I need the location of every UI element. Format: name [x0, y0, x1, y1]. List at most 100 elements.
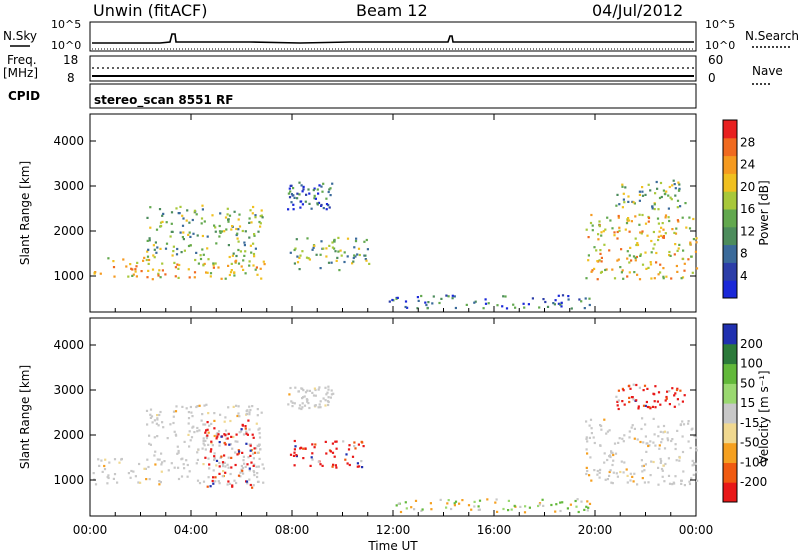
power-colorbar-segment	[723, 262, 737, 281]
velocity-cell	[237, 474, 241, 477]
power-cell	[639, 253, 642, 256]
power-cell	[627, 217, 630, 220]
velocity-cell	[294, 445, 297, 448]
power-cell	[318, 184, 321, 187]
velocity-cell	[646, 387, 649, 390]
velocity-cell	[239, 430, 243, 433]
power-cell	[287, 208, 290, 211]
power-cell	[328, 206, 331, 209]
power-cell	[687, 258, 690, 261]
velocity-cell	[335, 466, 338, 469]
velocity-cell	[335, 440, 338, 443]
velocity-cell	[213, 455, 216, 458]
velocity-cell	[148, 442, 151, 445]
velocity-cell	[446, 502, 449, 505]
velocity-cell	[183, 467, 186, 470]
velocity-cell	[223, 461, 226, 464]
power-cell	[634, 237, 637, 240]
power-cell	[153, 248, 156, 251]
velocity-cell	[631, 475, 634, 478]
velocity-cell	[298, 404, 302, 407]
power-cell	[331, 182, 334, 185]
velocity-cell	[645, 450, 648, 453]
velocity-cell	[410, 506, 413, 509]
velocity-cell	[241, 451, 244, 454]
velocity-cell	[214, 476, 217, 479]
power-cell	[320, 203, 323, 207]
power-cell	[130, 267, 133, 270]
power-cell	[695, 241, 698, 244]
velocity-cell	[214, 480, 217, 483]
velocity-cell	[311, 452, 314, 455]
power-cell	[256, 273, 259, 276]
velocity-cell	[100, 459, 103, 462]
power-cell	[211, 214, 214, 217]
power-cell	[220, 230, 223, 233]
power-cell	[690, 255, 693, 258]
velocity-cell	[633, 437, 636, 440]
velocity-cell	[207, 412, 210, 415]
station-title: Unwin (fitACF)	[93, 1, 207, 20]
velocity-cell	[345, 453, 348, 456]
velocity-cell	[225, 437, 228, 440]
power-cell	[161, 220, 164, 223]
velocity-cell	[202, 423, 205, 426]
velocity-cell	[632, 398, 635, 401]
power-cell	[244, 272, 247, 275]
velocity-cell	[657, 425, 660, 428]
velocity-cell	[613, 442, 617, 445]
power-cell	[611, 268, 614, 271]
velocity-cell	[629, 472, 632, 475]
power-cell	[646, 234, 649, 237]
velocity-cell	[631, 396, 634, 399]
power-cell	[502, 295, 505, 298]
power-cell	[299, 206, 302, 209]
power-cell	[677, 247, 680, 250]
velocity-cell	[632, 383, 635, 386]
velocity-cell	[325, 393, 328, 396]
power-cell	[635, 255, 638, 259]
power-cell	[388, 300, 391, 303]
power-cell	[240, 265, 243, 268]
velocity-cell	[334, 440, 337, 443]
velocity-cell	[245, 432, 248, 435]
power-cell	[292, 203, 295, 206]
velocity-cell	[681, 400, 684, 403]
power-cell	[641, 213, 644, 217]
power-cell	[431, 302, 434, 305]
power-cell	[214, 230, 217, 233]
velocity-cell	[346, 462, 349, 465]
velocity-cell	[313, 387, 316, 390]
velocity-cell	[585, 505, 588, 508]
power-cell	[636, 273, 639, 276]
power-cell	[356, 253, 359, 256]
power-colorbar-segment	[723, 280, 737, 299]
velocity-cell	[667, 457, 670, 460]
velocity-cell	[256, 480, 260, 483]
power-cell	[622, 192, 625, 195]
nave-tick-top: 60	[708, 53, 723, 67]
power-cell	[235, 254, 238, 258]
power-cell	[438, 301, 441, 305]
velocity-cell	[159, 410, 162, 414]
power-cell	[289, 190, 292, 193]
velocity-cell	[236, 414, 239, 418]
power-cell	[641, 230, 644, 233]
power-cell	[522, 302, 525, 305]
velocity-cell	[313, 446, 316, 449]
power-cell	[182, 238, 185, 241]
velocity-cell	[160, 463, 163, 466]
power-cell	[181, 224, 185, 227]
velocity-cell	[163, 460, 166, 463]
velocity-cell	[302, 447, 305, 450]
velocity-cell	[657, 483, 660, 486]
velocity-cell	[599, 444, 602, 447]
velocity-cell	[180, 475, 184, 478]
nave-label: Nave	[752, 64, 783, 78]
velocity-colorbar-label: Velocity [m s⁻¹]	[757, 370, 771, 463]
velocity-cell	[600, 424, 603, 428]
velocity-cell	[291, 405, 294, 408]
velocity-cell	[324, 386, 327, 389]
velocity-cell	[174, 410, 178, 413]
